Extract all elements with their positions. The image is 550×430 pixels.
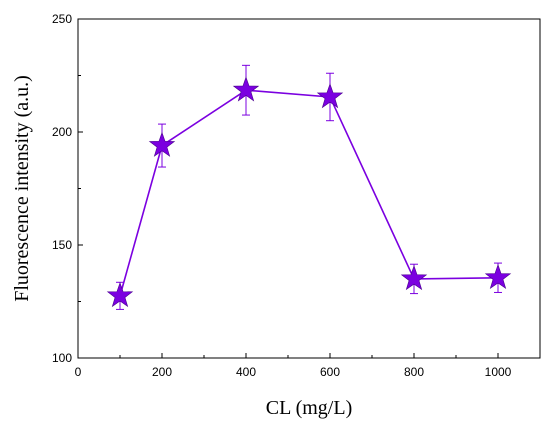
y-tick-label: 250: [52, 12, 72, 26]
x-tick-label: 1000: [485, 365, 512, 379]
x-axis-label: CL (mg/L): [266, 397, 352, 419]
plot-area: [106, 64, 512, 310]
y-tick-label: 150: [52, 238, 72, 252]
y-axis-label: Fluorescence intensity (a.u.): [11, 75, 33, 302]
x-tick-label: 200: [152, 365, 172, 379]
data-point-star: [148, 131, 176, 157]
y-tick-label: 100: [52, 351, 72, 365]
series-line: [119, 89, 499, 297]
plot-frame: [77, 18, 541, 359]
x-ticks: 0 200 400 600 800 1000: [75, 353, 512, 379]
x-tick-label: 0: [75, 365, 82, 379]
x-tick-label: 800: [404, 365, 424, 379]
data-point-star: [232, 76, 260, 102]
x-tick-label: 400: [236, 365, 256, 379]
y-tick-label: 200: [52, 125, 72, 139]
data-point-star: [106, 281, 134, 308]
data-point-star: [400, 264, 428, 291]
data-point-star: [316, 83, 344, 109]
x-tick-label: 600: [320, 365, 340, 379]
data-point-star: [484, 263, 512, 290]
y-ticks: 100 150 200 250: [52, 12, 83, 365]
axes: [77, 18, 541, 359]
